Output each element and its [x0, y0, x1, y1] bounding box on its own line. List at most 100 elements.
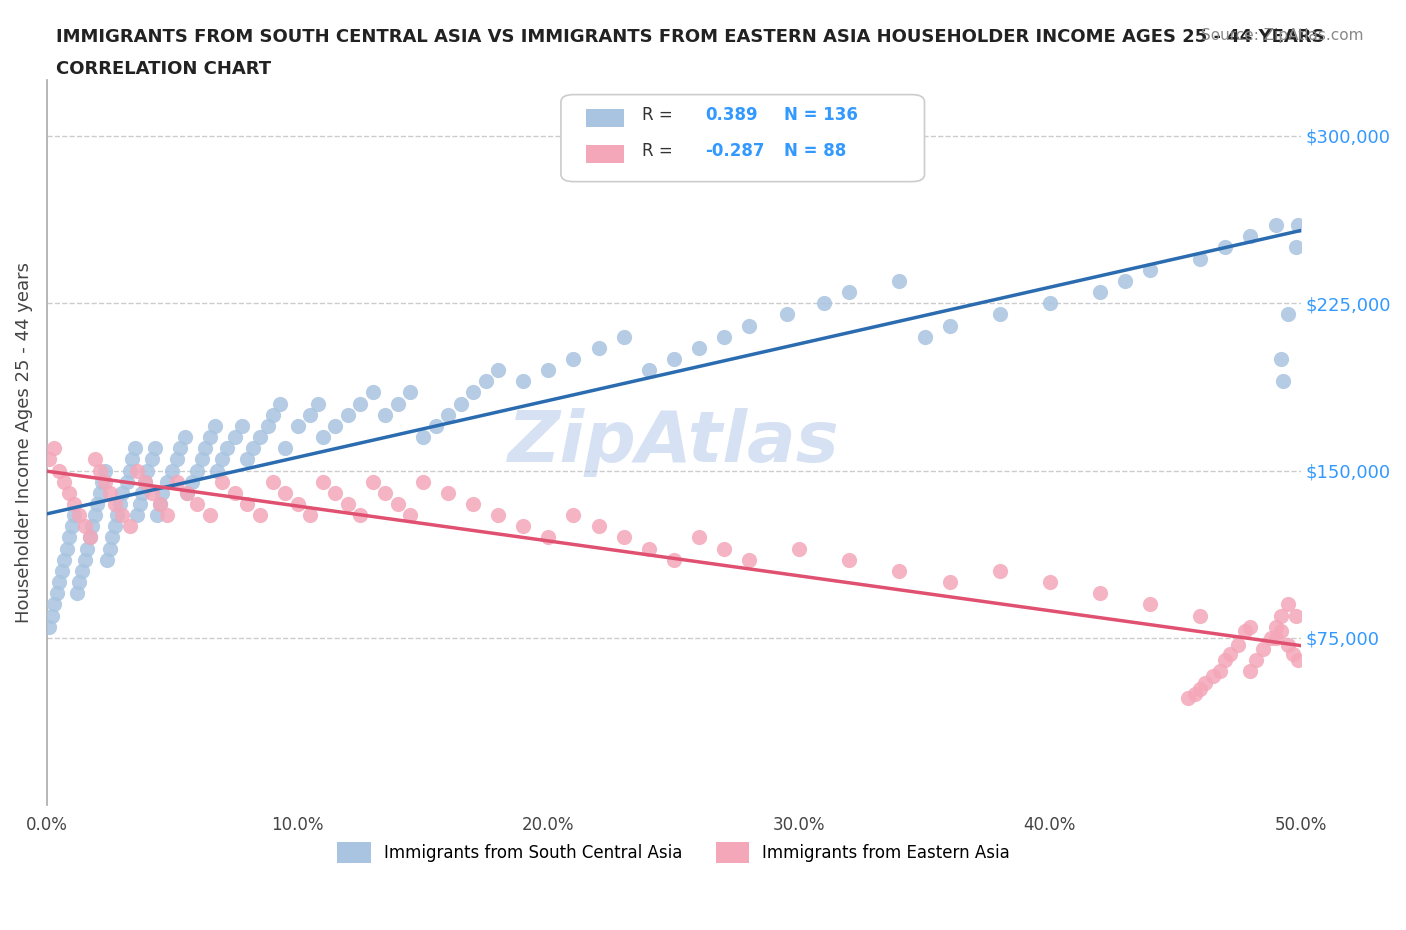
Point	[1286, 653, 1309, 668]
Point	[166, 474, 188, 489]
Point	[63, 508, 86, 523]
Point	[1209, 664, 1232, 679]
Point	[1219, 646, 1241, 661]
Point	[256, 418, 278, 433]
Point	[1088, 285, 1111, 299]
Point	[613, 329, 636, 344]
Point	[312, 430, 335, 445]
Point	[143, 441, 166, 456]
Point	[63, 497, 86, 512]
Point	[938, 575, 960, 590]
Point	[169, 441, 191, 456]
Point	[198, 508, 221, 523]
Point	[80, 519, 103, 534]
Point	[412, 430, 434, 445]
Point	[713, 541, 735, 556]
Point	[211, 474, 233, 489]
Point	[115, 474, 138, 489]
Point	[83, 452, 105, 467]
Point	[1177, 691, 1199, 706]
Point	[166, 452, 188, 467]
Point	[512, 374, 534, 389]
Point	[662, 552, 685, 567]
Point	[537, 363, 560, 378]
Point	[299, 508, 322, 523]
Point	[134, 474, 156, 489]
Point	[437, 407, 460, 422]
Text: R =: R =	[643, 142, 673, 160]
Point	[176, 485, 198, 500]
Point	[787, 541, 810, 556]
Point	[287, 497, 309, 512]
Point	[336, 497, 359, 512]
Point	[224, 485, 246, 500]
Point	[111, 485, 134, 500]
Point	[70, 564, 93, 578]
Point	[198, 430, 221, 445]
Bar	[586, 145, 624, 164]
Point	[1189, 608, 1212, 623]
Point	[889, 273, 911, 288]
Point	[399, 508, 422, 523]
Point	[688, 530, 710, 545]
Point	[437, 485, 460, 500]
Point	[988, 564, 1011, 578]
Point	[104, 497, 127, 512]
Point	[89, 463, 111, 478]
Point	[562, 508, 585, 523]
Point	[236, 452, 259, 467]
Point	[156, 508, 179, 523]
Point	[98, 541, 121, 556]
Point	[1270, 352, 1292, 366]
Point	[56, 541, 79, 556]
Point	[162, 463, 184, 478]
Text: N = 88: N = 88	[785, 142, 846, 160]
Point	[1239, 619, 1261, 634]
Legend: Immigrants from South Central Asia, Immigrants from Eastern Asia: Immigrants from South Central Asia, Immi…	[330, 836, 1017, 870]
Point	[889, 564, 911, 578]
Point	[101, 530, 124, 545]
Point	[173, 430, 195, 445]
Point	[1088, 586, 1111, 601]
Point	[938, 318, 960, 333]
Point	[186, 497, 208, 512]
Point	[217, 441, 239, 456]
Point	[1284, 608, 1306, 623]
Point	[134, 474, 156, 489]
Point	[323, 485, 346, 500]
Point	[93, 463, 115, 478]
Point	[1194, 675, 1216, 690]
Point	[242, 441, 264, 456]
Point	[76, 541, 98, 556]
Point	[1270, 624, 1292, 639]
Point	[48, 463, 70, 478]
Point	[412, 474, 434, 489]
Point	[86, 497, 108, 512]
Point	[79, 530, 101, 545]
Point	[41, 608, 63, 623]
Text: -0.287: -0.287	[704, 142, 765, 160]
Point	[1215, 653, 1237, 668]
Point	[48, 575, 70, 590]
Point	[323, 418, 346, 433]
Point	[149, 497, 172, 512]
Text: 0.389: 0.389	[704, 106, 758, 124]
Point	[1226, 637, 1249, 652]
Point	[486, 363, 509, 378]
Point	[1284, 240, 1306, 255]
Point	[1189, 682, 1212, 697]
Text: R =: R =	[643, 106, 673, 124]
Point	[44, 441, 66, 456]
Point	[176, 485, 198, 500]
Point	[262, 407, 284, 422]
Point	[1234, 624, 1257, 639]
Point	[486, 508, 509, 523]
Point	[38, 619, 60, 634]
Point	[688, 340, 710, 355]
Point	[838, 285, 860, 299]
Point	[1270, 608, 1292, 623]
Point	[108, 497, 131, 512]
Point	[1260, 631, 1282, 645]
Point	[111, 508, 134, 523]
Point	[146, 508, 169, 523]
